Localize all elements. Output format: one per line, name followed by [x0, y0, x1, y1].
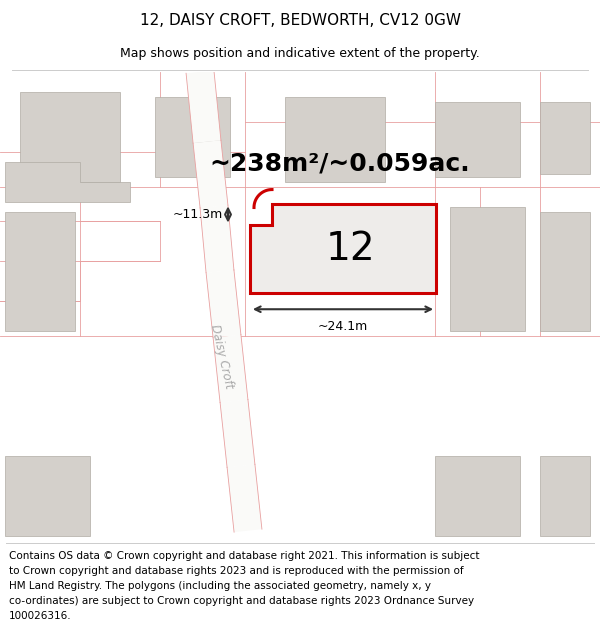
- Text: Daisy Croft: Daisy Croft: [208, 322, 236, 389]
- Polygon shape: [250, 204, 436, 293]
- Text: ~238m²/~0.059ac.: ~238m²/~0.059ac.: [209, 152, 470, 176]
- Polygon shape: [5, 162, 130, 201]
- Bar: [20, 92, 120, 182]
- Bar: [540, 102, 590, 174]
- Bar: [450, 206, 525, 331]
- Polygon shape: [186, 71, 221, 143]
- Text: 100026316.: 100026316.: [9, 611, 71, 621]
- Polygon shape: [220, 399, 255, 468]
- Polygon shape: [213, 334, 248, 402]
- Text: Map shows position and indicative extent of the property.: Map shows position and indicative extent…: [120, 48, 480, 61]
- Text: ~11.3m: ~11.3m: [173, 208, 223, 221]
- Polygon shape: [193, 140, 228, 208]
- Text: co-ordinates) are subject to Crown copyright and database rights 2023 Ordnance S: co-ordinates) are subject to Crown copyr…: [9, 596, 474, 606]
- Text: to Crown copyright and database rights 2023 and is reproduced with the permissio: to Crown copyright and database rights 2…: [9, 566, 464, 576]
- Bar: [5, 211, 75, 331]
- Text: ~24.1m: ~24.1m: [318, 320, 368, 333]
- Polygon shape: [200, 205, 234, 272]
- Text: 12, DAISY CROFT, BEDWORTH, CV12 0GW: 12, DAISY CROFT, BEDWORTH, CV12 0GW: [139, 12, 461, 28]
- Bar: [155, 97, 230, 177]
- Bar: [540, 456, 590, 536]
- Bar: [540, 211, 590, 331]
- Polygon shape: [206, 270, 241, 338]
- Bar: [435, 456, 520, 536]
- Text: Contains OS data © Crown copyright and database right 2021. This information is : Contains OS data © Crown copyright and d…: [9, 551, 479, 561]
- Polygon shape: [227, 464, 262, 532]
- Text: 12: 12: [325, 231, 375, 268]
- Text: HM Land Registry. The polygons (including the associated geometry, namely x, y: HM Land Registry. The polygons (includin…: [9, 581, 431, 591]
- Bar: [435, 102, 520, 177]
- Bar: [5, 456, 90, 536]
- Bar: [285, 97, 385, 182]
